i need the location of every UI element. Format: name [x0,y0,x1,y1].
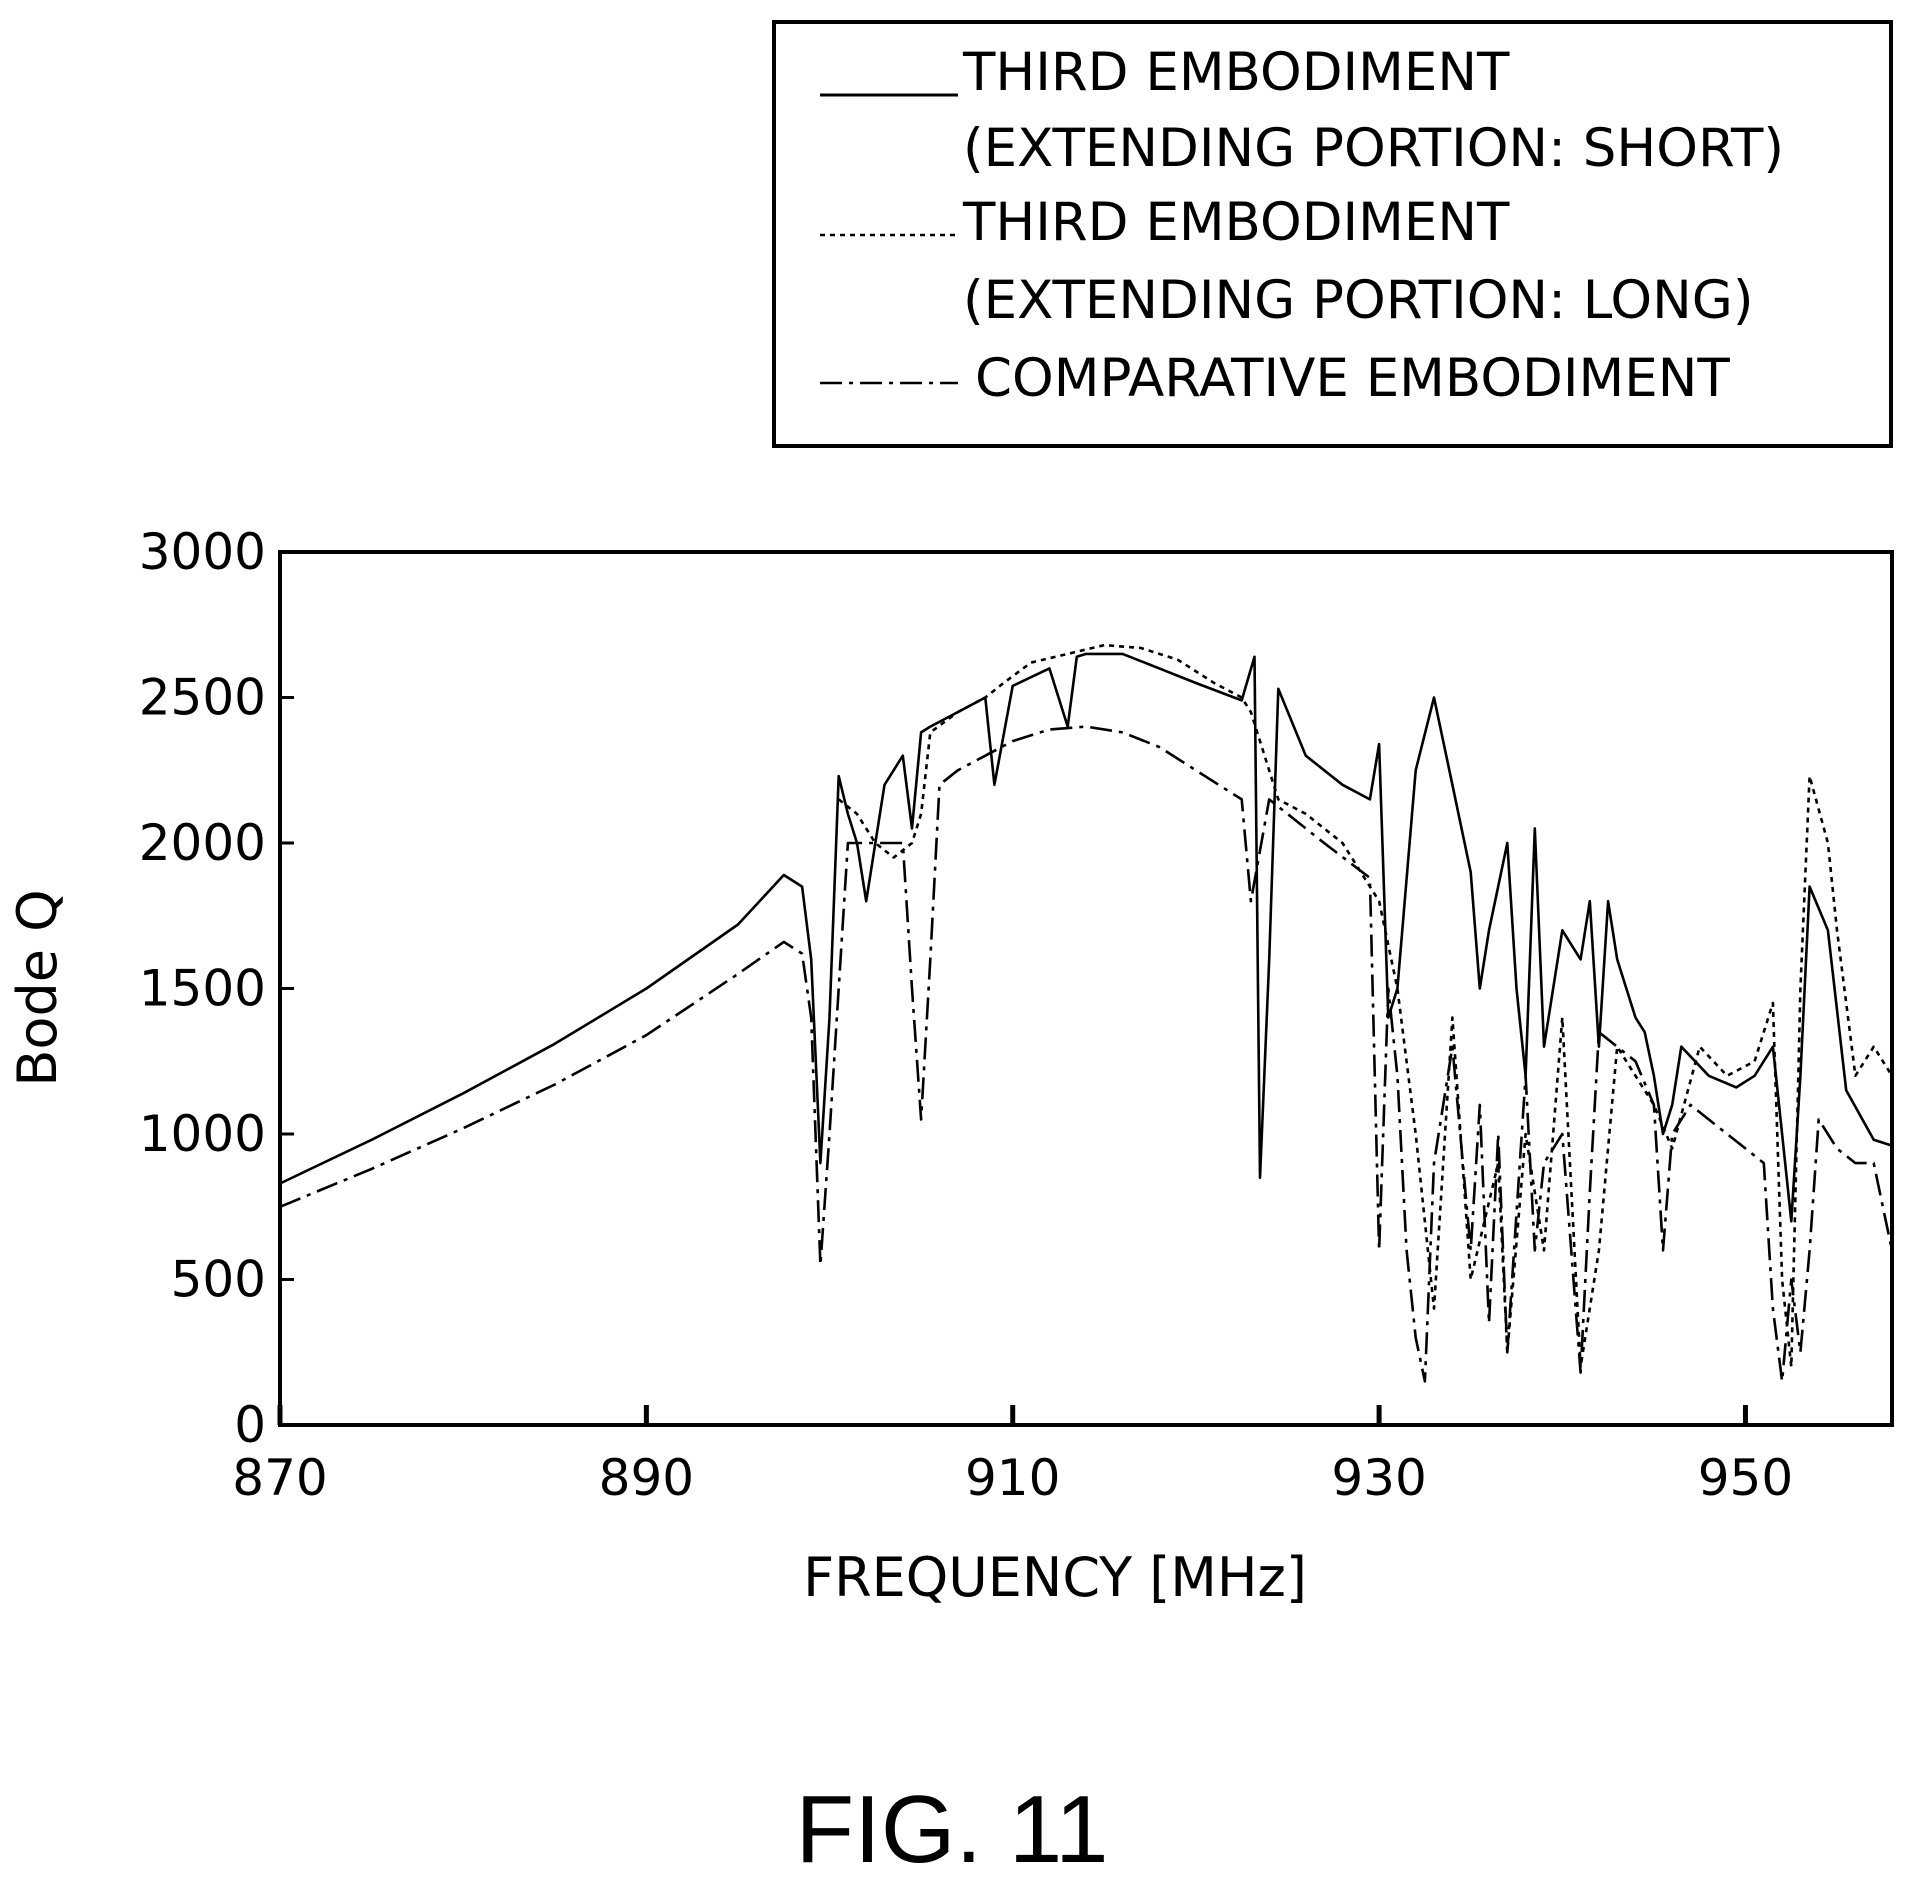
y-tick-label: 2500 [139,669,266,727]
series-line-1-solid [279,652,1893,1223]
y-tick-label: 1000 [139,1105,266,1163]
plot-frame [278,550,1894,1427]
y-tick-label: 500 [171,1251,266,1309]
legend-box [772,20,1893,448]
x-tick-label: 930 [1331,1449,1426,1507]
legend: THIRD EMBODIMENT (EXTENDING PORTION: SHO… [772,20,1893,448]
y-tick-label: 3000 [139,523,266,581]
y-tick-label: 0 [234,1396,266,1454]
legend-entry-2-line1: THIRD EMBODIMENT [962,192,1510,253]
series-layer [279,643,1894,1383]
y-axis: 0 500 1000 1500 2000 2500 3000 [139,523,294,1454]
figure-caption: FIG. 11 [796,1776,1109,1877]
legend-entry-3-line1: COMPARATIVE EMBODIMENT [975,348,1730,409]
x-tick-label: 870 [232,1449,327,1507]
x-axis-label: FREQUENCY [MHz] [803,1546,1307,1609]
series-line-2-dotted [837,643,1894,1369]
y-tick-label: 2000 [139,814,266,872]
x-axis: 870 890 910 930 950 [232,1405,1793,1507]
series-line-3-dash-dot [279,725,1894,1383]
x-tick-label: 910 [965,1449,1060,1507]
y-axis-label: Bode Q [6,889,69,1086]
x-tick-label: 890 [599,1449,694,1507]
legend-entry-1-line2: (EXTENDING PORTION: SHORT) [963,118,1784,179]
legend-entry-1-line1: THIRD EMBODIMENT [962,42,1510,103]
legend-entry-2-line2: (EXTENDING PORTION: LONG) [963,270,1754,331]
x-tick-label: 950 [1698,1449,1793,1507]
y-tick-label: 1500 [139,960,266,1018]
